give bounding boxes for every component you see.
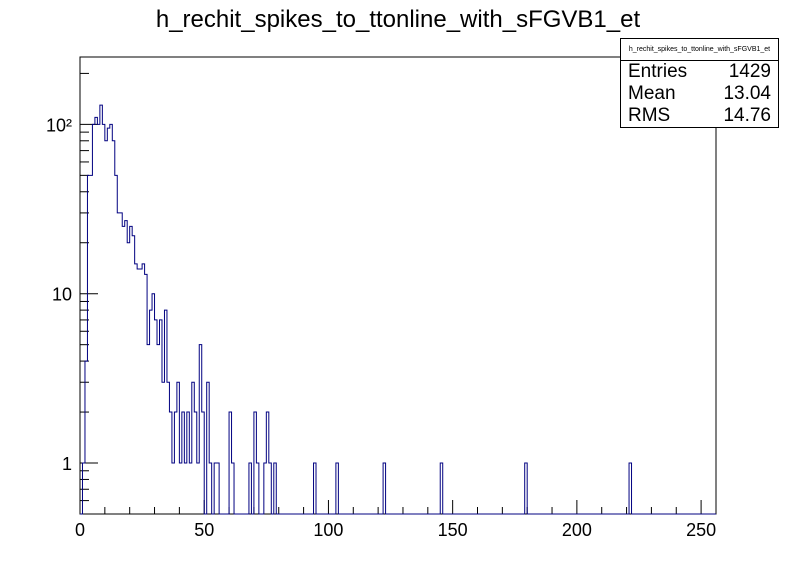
stats-label: Mean (628, 83, 676, 104)
stats-row-rms: RMS 14.76 (621, 105, 778, 127)
x-tick-label: 100 (313, 520, 343, 540)
y-tick-label: 1 (62, 454, 72, 474)
y-tick-label: 10² (46, 115, 72, 135)
stats-value: 1429 (728, 61, 771, 82)
y-tick-label: 10 (52, 285, 72, 305)
axis-labels: 0 50 100 150 200 250 1 10 10² (46, 115, 716, 540)
x-tick-label: 250 (686, 520, 716, 540)
x-tick-label: 0 (75, 520, 85, 540)
histogram-line (80, 104, 716, 515)
x-tick-label: 200 (562, 520, 592, 540)
stats-row-mean: Mean 13.04 (621, 83, 778, 105)
stats-label: Entries (628, 61, 688, 82)
chart-title: h_rechit_spikes_to_ttonline_with_sFGVB1_… (155, 6, 641, 33)
axis-ticks (79, 72, 702, 515)
stats-value: 14.76 (723, 105, 771, 126)
histogram-series (80, 104, 716, 515)
stats-box-title: h_rechit_spikes_to_ttonline_with_sFGVB1_… (621, 39, 778, 61)
stats-box: h_rechit_spikes_to_ttonline_with_sFGVB1_… (620, 38, 779, 128)
stats-label: RMS (628, 105, 671, 126)
x-tick-label: 150 (438, 520, 468, 540)
stats-row-entries: Entries 1429 (621, 61, 778, 83)
x-tick-label: 50 (194, 520, 214, 540)
stats-value: 13.04 (723, 83, 771, 104)
